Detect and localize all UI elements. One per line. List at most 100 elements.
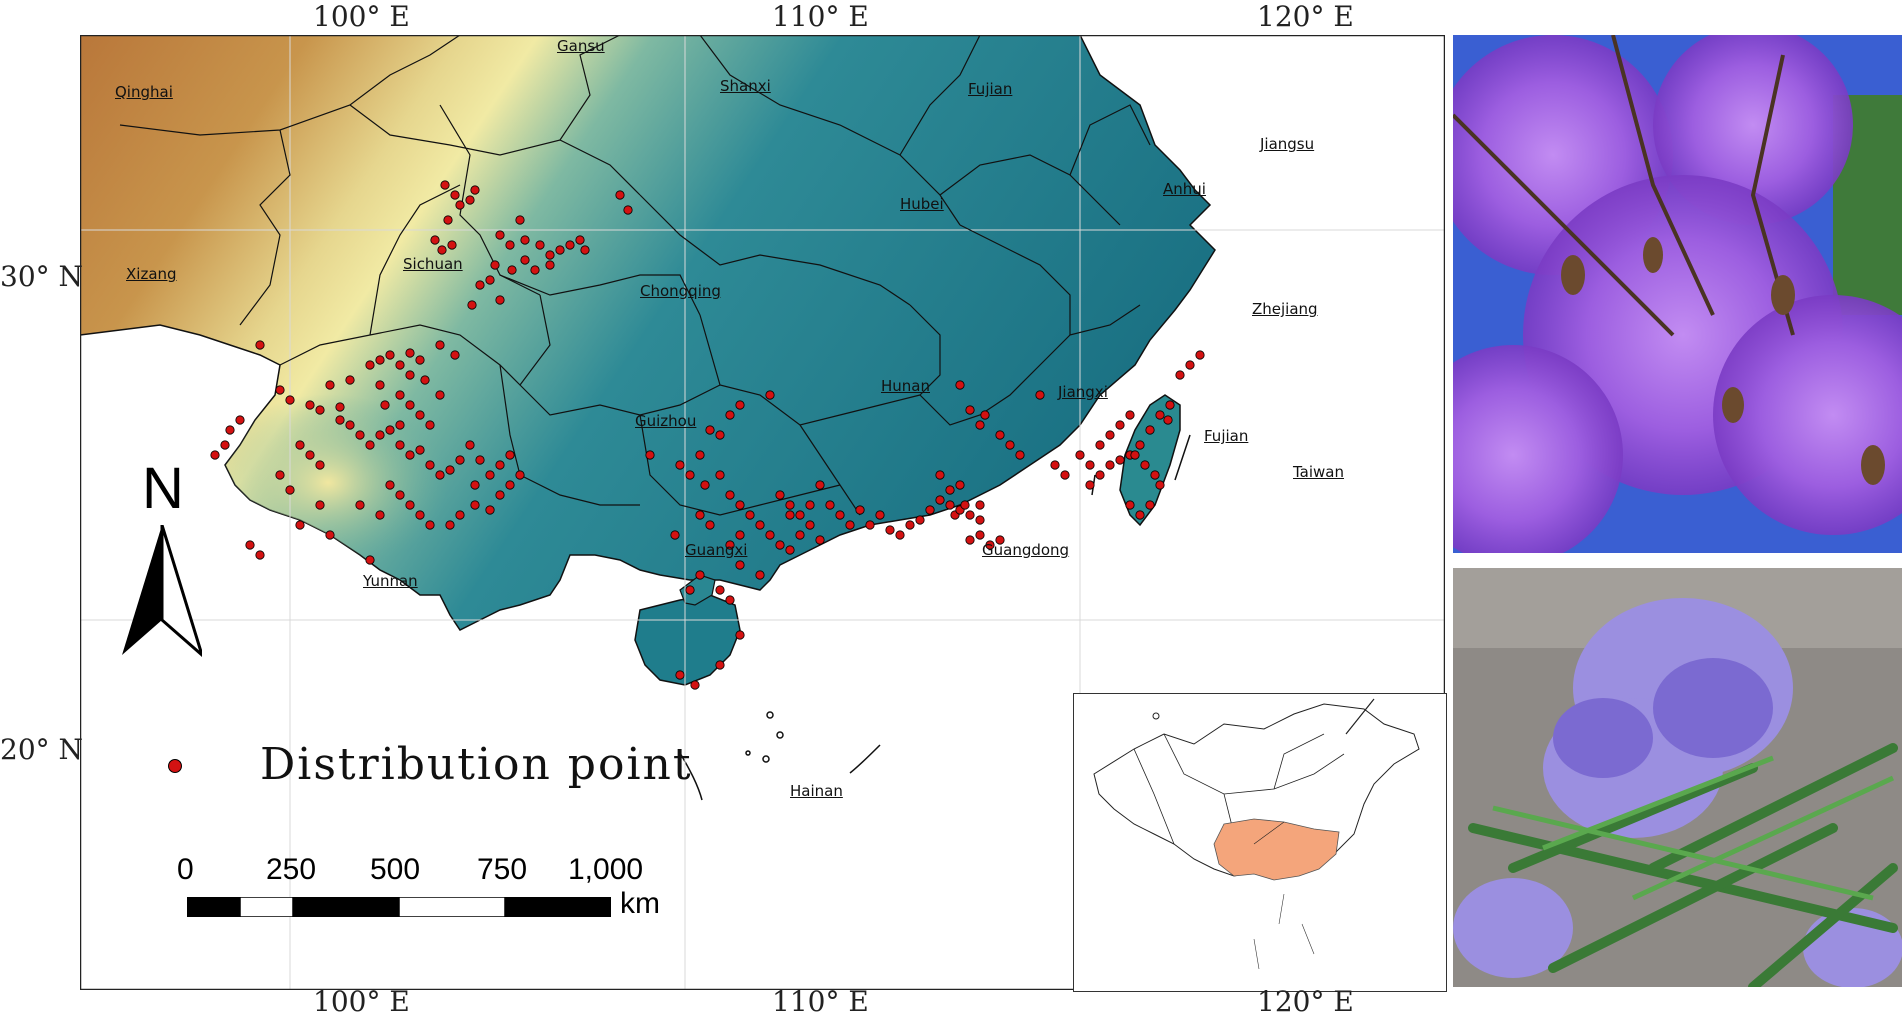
distribution-point (395, 390, 405, 400)
distribution-point (355, 500, 365, 510)
distribution-point (915, 515, 925, 525)
distribution-point (405, 400, 415, 410)
distribution-point (755, 570, 765, 580)
distribution-point (995, 430, 1005, 440)
distribution-point (1135, 510, 1145, 520)
distribution-point (815, 535, 825, 545)
legend-marker (168, 759, 182, 773)
distribution-point (455, 200, 465, 210)
distribution-point (1130, 450, 1140, 460)
distribution-point (345, 375, 355, 385)
distribution-point (405, 370, 415, 380)
distribution-point (405, 500, 415, 510)
distribution-point (443, 215, 453, 225)
distribution-point (1095, 440, 1105, 450)
distribution-point (795, 530, 805, 540)
distribution-point (785, 545, 795, 555)
distribution-point (475, 280, 485, 290)
scale-tick-250: 250 (266, 853, 317, 886)
distribution-point (465, 440, 475, 450)
distribution-point (520, 255, 530, 265)
distribution-point (395, 360, 405, 370)
distribution-point (545, 250, 555, 260)
distribution-point (355, 430, 365, 440)
province-label-yunnan: Yunnan (363, 572, 418, 590)
distribution-point (725, 410, 735, 420)
distribution-point (395, 420, 405, 430)
distribution-point (275, 470, 285, 480)
distribution-point (335, 402, 345, 412)
distribution-point (805, 500, 815, 510)
distribution-point (485, 470, 495, 480)
scale-bar (187, 897, 611, 917)
distribution-point (440, 180, 450, 190)
lon-label-top-110: 110° E (772, 0, 869, 33)
province-label-fujian: Fujian (1204, 427, 1249, 445)
province-label-chongqing: Chongqing (640, 282, 721, 300)
distribution-point (365, 555, 375, 565)
distribution-point (715, 430, 725, 440)
distribution-point (435, 470, 445, 480)
distribution-point (420, 375, 430, 385)
lon-label-bottom-110: 110° E (772, 985, 869, 1016)
distribution-point (895, 530, 905, 540)
distribution-point (435, 340, 445, 350)
province-boundaries (119, 35, 1151, 516)
distribution-point (1085, 460, 1095, 470)
distribution-point (1085, 480, 1095, 490)
distribution-point (210, 450, 220, 460)
distribution-point (575, 235, 585, 245)
distribution-point (615, 190, 625, 200)
map-canvas (80, 35, 1445, 990)
distribution-point (535, 240, 545, 250)
distribution-point (1195, 350, 1205, 360)
distribution-point (325, 530, 335, 540)
distribution-point (1015, 450, 1025, 460)
distribution-point (415, 445, 425, 455)
distribution-point (375, 510, 385, 520)
lat-label-20: 20° N (0, 733, 84, 766)
province-label-jiangsu: Jiangsu (1260, 135, 1315, 153)
distribution-point (315, 460, 325, 470)
distribution-point (315, 500, 325, 510)
distribution-point (450, 350, 460, 360)
distribution-point (1140, 460, 1150, 470)
province-label-fujian-north: Fujian (968, 80, 1013, 98)
distribution-point (735, 530, 745, 540)
distribution-point (365, 440, 375, 450)
distribution-point (965, 535, 975, 545)
distribution-point (385, 350, 395, 360)
distribution-point (235, 415, 245, 425)
distribution-point (715, 585, 725, 595)
distribution-point (447, 240, 457, 250)
distribution-point (425, 460, 435, 470)
distribution-point (295, 520, 305, 530)
distribution-point (255, 340, 265, 350)
distribution-point (415, 410, 425, 420)
distribution-point (815, 480, 825, 490)
distribution-point (1005, 440, 1015, 450)
distribution-point (375, 355, 385, 365)
distribution-point (735, 630, 745, 640)
distribution-point (925, 505, 935, 515)
distribution-point (245, 540, 255, 550)
distribution-point (395, 490, 405, 500)
distribution-point (425, 520, 435, 530)
distribution-point (470, 500, 480, 510)
distribution-point (405, 348, 415, 358)
lon-label-bottom-120: 120° E (1257, 985, 1354, 1016)
distribution-point (485, 505, 495, 515)
distribution-point (935, 470, 945, 480)
province-label-shanxi: Shanxi (720, 77, 771, 95)
province-label-jiangxi: Jiangxi (1058, 383, 1108, 401)
distribution-point (715, 660, 725, 670)
distribution-point (275, 385, 285, 395)
distribution-point (735, 500, 745, 510)
distribution-point (1125, 500, 1135, 510)
distribution-point (975, 500, 985, 510)
distribution-point (315, 405, 325, 415)
distribution-point (1105, 460, 1115, 470)
distribution-point (345, 420, 355, 430)
distribution-point (465, 195, 475, 205)
distribution-point (395, 440, 405, 450)
